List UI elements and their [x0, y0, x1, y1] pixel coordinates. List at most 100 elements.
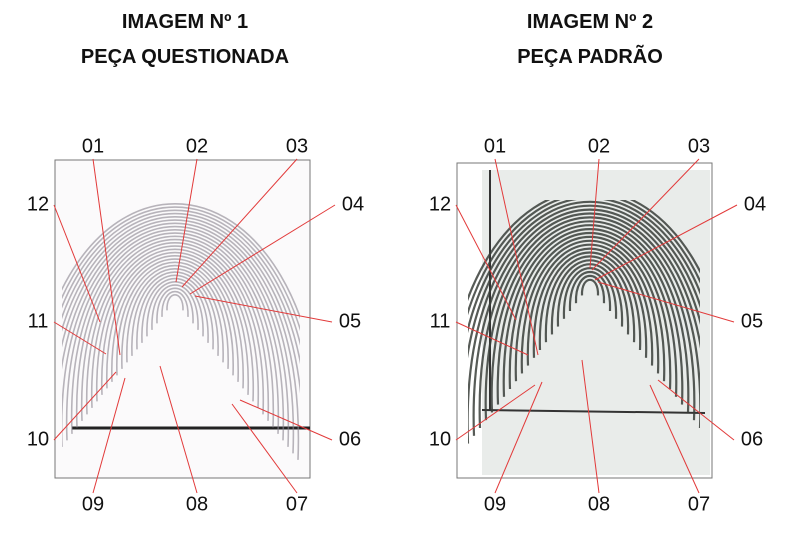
ridge [70, 232, 280, 434]
ridge [96, 248, 254, 402]
panel-questioned: IMAGEM Nº 1 PEÇA QUESTIONADA 01 02 03 04 05 0… [27, 11, 364, 515]
pointer-line [591, 158, 700, 271]
point-label: 06 [339, 428, 361, 450]
ridge [472, 208, 700, 436]
pointer-line [657, 379, 735, 441]
ridge [550, 259, 630, 335]
ridge [62, 203, 300, 320]
ridge [121, 264, 229, 369]
panel-subtitle: PEÇA PADRÃO [517, 45, 663, 68]
ridge [468, 204, 700, 444]
point-label: 05 [339, 310, 361, 332]
ridge [65, 229, 285, 441]
point-label: 08 [186, 493, 208, 515]
ridge [151, 284, 199, 330]
point-label: 04 [342, 193, 364, 215]
pointer-line [53, 204, 101, 323]
pointer-line [581, 359, 600, 494]
fingerprint-ridges [468, 200, 700, 444]
pointer-line [494, 158, 539, 356]
pointer-line [181, 158, 298, 288]
pointer-line [597, 281, 735, 323]
ridge [62, 209, 300, 347]
ridge [62, 219, 300, 460]
ridge [496, 224, 684, 405]
ridge [91, 245, 259, 408]
pointer-line [455, 321, 529, 356]
ridge [62, 206, 300, 332]
ridge [62, 226, 290, 447]
panel-standard: IMAGEM Nº 2 PEÇA PADRÃO 01 02 03 04 05 06 07 08… [429, 11, 766, 515]
ridge [568, 271, 612, 312]
point-label: 03 [688, 135, 710, 157]
ridge [514, 235, 666, 382]
point-label: 05 [741, 310, 763, 332]
point-label: 10 [429, 428, 451, 450]
pointer-line [175, 158, 198, 283]
pointer-line [92, 158, 121, 356]
ridge [562, 267, 618, 319]
ridge [166, 294, 184, 311]
point-label: 10 [27, 428, 49, 450]
ridge [101, 251, 249, 395]
ridge [490, 220, 690, 413]
ridge [116, 261, 234, 376]
point-label: 07 [286, 493, 308, 515]
point-label: 12 [429, 193, 451, 215]
ridge [468, 200, 700, 335]
pointer-line [53, 371, 117, 441]
ridge [62, 216, 300, 396]
pointer-line [92, 377, 126, 494]
ridge [532, 247, 648, 358]
panel-title: IMAGEM Nº 1 [122, 11, 248, 33]
point-label: 01 [82, 135, 104, 157]
pointer-line [494, 381, 543, 494]
pointer-line [455, 384, 536, 441]
point-label: 11 [430, 310, 451, 332]
ridge [484, 216, 696, 421]
panel-subtitle: PEÇA QUESTIONADA [81, 46, 289, 68]
point-label: 02 [186, 135, 208, 157]
pointer-line [649, 384, 700, 494]
point-label: 12 [27, 193, 49, 215]
point-label: 01 [484, 135, 506, 157]
point-label: 11 [28, 310, 49, 332]
ridge [136, 274, 214, 350]
ridge [111, 258, 239, 382]
point-label: 08 [588, 493, 610, 515]
point-label: 03 [286, 135, 308, 157]
fingerprint-ridges [62, 203, 300, 460]
pointer-line [159, 365, 198, 494]
ridge [538, 251, 642, 351]
point-label: 06 [741, 428, 763, 450]
ridge [156, 287, 194, 324]
pointer-line [239, 399, 333, 441]
ridge [62, 212, 300, 366]
ridge [502, 228, 678, 397]
ridge [76, 235, 274, 428]
point-label: 02 [588, 135, 610, 157]
ridge [574, 275, 606, 304]
scale-line [481, 409, 706, 414]
pointer-line [589, 158, 600, 269]
ridge [580, 278, 600, 296]
point-label: 04 [744, 193, 766, 215]
point-label: 09 [82, 493, 104, 515]
ridge [86, 242, 264, 415]
point-label: 09 [484, 493, 506, 515]
ridge [146, 281, 204, 337]
ridge [520, 239, 660, 374]
ridge [161, 290, 189, 317]
ridge [141, 277, 209, 343]
point-label: 07 [688, 493, 710, 515]
panel-title: IMAGEM Nº 2 [527, 11, 653, 33]
ridge [526, 243, 654, 366]
pointer-line [594, 204, 738, 281]
pointer-line [455, 204, 517, 321]
pointer-line [189, 204, 336, 295]
ridge [106, 255, 244, 389]
ridge [62, 222, 295, 454]
ridge [544, 255, 636, 343]
ridge [126, 268, 224, 363]
